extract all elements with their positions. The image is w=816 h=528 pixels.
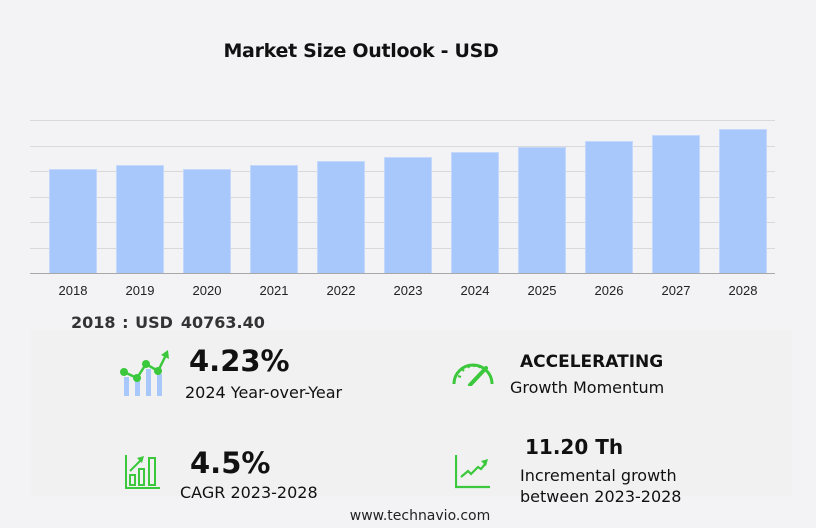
momentum-label: Growth Momentum <box>510 378 665 397</box>
footer-url: www.technavio.com <box>349 508 491 524</box>
bar-2019[interactable] <box>116 165 164 273</box>
cagr-label: CAGR 2023-2028 <box>180 483 318 502</box>
x-tick-label: 2024 <box>460 283 490 298</box>
x-tick-label: 2022 <box>326 283 356 298</box>
first-year-label: 2018 : USD <box>71 313 173 332</box>
x-tick-label: 2026 <box>594 283 624 298</box>
bar-2020[interactable] <box>183 169 231 273</box>
x-tick-label: 2019 <box>125 283 155 298</box>
x-tick-label: 2025 <box>527 283 557 298</box>
trend-line-icon <box>455 455 490 489</box>
growth-line-bar-icon <box>120 350 169 396</box>
bar-2025[interactable] <box>518 147 566 273</box>
stats-panel <box>31 330 792 496</box>
incremental-value: 11.20 Th <box>525 435 624 459</box>
gridline <box>30 120 775 121</box>
x-tick-label: 2023 <box>393 283 423 298</box>
first-year-value: 2018 : USD 40763.40 <box>71 313 265 332</box>
first-year-amount: 40763.40 <box>180 313 265 332</box>
yoy-value: 4.23% <box>189 344 290 378</box>
bar-2028[interactable] <box>719 128 767 273</box>
bar-2027[interactable] <box>652 135 700 273</box>
momentum-value: ACCELERATING <box>520 352 664 372</box>
incremental-label-line2: between 2023-2028 <box>520 487 682 506</box>
bar-2021[interactable] <box>250 165 298 273</box>
bar-2024[interactable] <box>451 152 499 273</box>
speedometer-icon <box>452 363 494 386</box>
x-tick-label: 2018 <box>58 283 88 298</box>
yoy-label: 2024 Year-over-Year <box>185 383 343 402</box>
gridline <box>30 145 775 147</box>
bar-2022[interactable] <box>317 161 365 273</box>
bar-chart-arrow-icon <box>125 455 160 489</box>
bar-2026[interactable] <box>585 141 633 273</box>
x-tick-label: 2028 <box>728 283 758 298</box>
bar-2023[interactable] <box>384 157 432 273</box>
bar-2018[interactable] <box>49 169 97 273</box>
x-tick-label: 2020 <box>192 283 222 298</box>
incremental-label-line1: Incremental growth <box>520 466 677 485</box>
x-tick-label: 2027 <box>661 283 691 298</box>
x-tick-label: 2021 <box>259 283 289 298</box>
x-axis-line <box>30 273 775 274</box>
bar-chart: 2018 2019 2020 2021 2022 2023 2024 2025 2026 2027… <box>30 110 776 310</box>
cagr-value: 4.5% <box>190 446 271 480</box>
chart-title: Market Size Outlook - USD <box>223 40 499 62</box>
